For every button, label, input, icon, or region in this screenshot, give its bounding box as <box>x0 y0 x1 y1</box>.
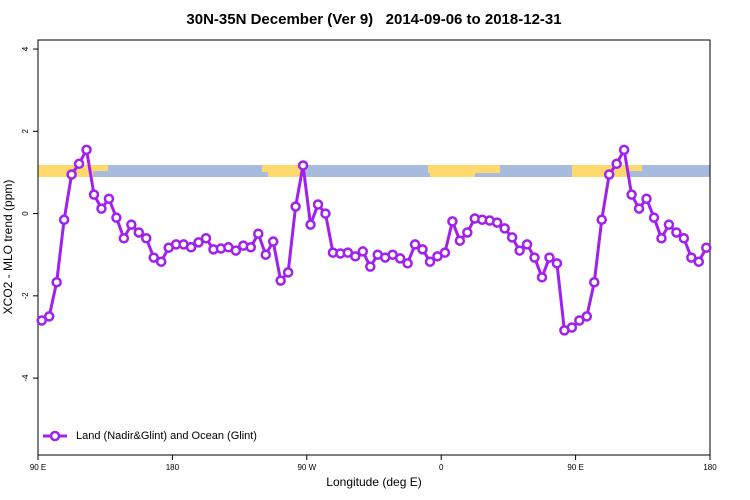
land-band <box>38 165 93 177</box>
data-point <box>51 277 62 288</box>
x-axis-label: Longitude (deg E) <box>326 475 421 489</box>
data-point <box>499 223 510 234</box>
data-point <box>58 214 70 225</box>
data-point <box>424 256 436 267</box>
data-point <box>566 322 578 333</box>
data-point <box>678 232 690 244</box>
data-point <box>111 212 122 223</box>
y-tick-label: -2 <box>21 292 30 300</box>
data-point <box>521 239 533 250</box>
data-point <box>193 237 204 248</box>
data-point <box>185 242 197 253</box>
data-point <box>648 212 660 223</box>
data-point <box>693 256 705 267</box>
data-point <box>66 169 77 180</box>
data-point <box>312 199 324 210</box>
data-point <box>275 275 286 286</box>
data-point <box>96 203 107 214</box>
x-tick-label: 90 E <box>567 463 583 472</box>
data-point <box>297 160 309 171</box>
data-point <box>73 158 85 170</box>
land-band <box>268 165 304 177</box>
legend-label: Land (Nadir&Glint) and Ocean (Glint) <box>76 430 257 442</box>
data-point <box>447 216 458 227</box>
land-band <box>430 165 475 177</box>
data-point <box>141 232 152 244</box>
data-point <box>394 253 406 264</box>
land-band <box>93 165 108 171</box>
data-point <box>260 249 271 260</box>
y-axis-label: XCO2 - MLO trend (ppm) <box>1 180 15 315</box>
data-point <box>462 227 473 238</box>
y-tick-label: 4 <box>21 46 30 51</box>
data-point <box>290 201 301 212</box>
data-point <box>230 245 242 256</box>
y-tick-label: -4 <box>21 374 30 382</box>
data-point <box>514 245 525 256</box>
data-point <box>581 311 593 322</box>
data-point <box>589 277 600 288</box>
data-point <box>641 193 652 205</box>
legend-marker <box>49 430 61 442</box>
data-point <box>267 236 279 247</box>
chart-title: 30N-35N December (Ver 9) 2014-09-06 to 2… <box>186 11 561 28</box>
data-point <box>701 242 712 253</box>
data-point <box>618 144 630 156</box>
x-tick-label: 90 E <box>30 463 46 472</box>
data-point <box>402 258 413 269</box>
data-point <box>551 258 563 269</box>
data-point <box>611 158 622 170</box>
data-point <box>686 252 697 263</box>
y-tick-label: 0 <box>21 211 30 216</box>
data-point <box>603 169 615 180</box>
data-point <box>103 193 115 205</box>
x-tick-label: 0 <box>439 463 444 472</box>
data-point <box>596 214 607 225</box>
data-point <box>126 219 137 230</box>
data-point <box>671 227 682 238</box>
data-point <box>365 261 376 272</box>
data-point <box>529 252 540 263</box>
land-ocean-band <box>38 165 710 177</box>
data-point <box>88 189 100 200</box>
data-point <box>118 232 130 244</box>
data-point <box>454 235 466 246</box>
data-point <box>133 227 145 238</box>
ocean-band <box>38 165 710 177</box>
data-point <box>417 244 428 255</box>
data-point <box>282 267 294 278</box>
data-point <box>81 144 92 156</box>
y-tick-label: 2 <box>21 129 30 134</box>
data-point <box>305 219 316 230</box>
x-tick-label: 180 <box>703 463 717 472</box>
data-point <box>43 311 55 322</box>
data-point <box>633 203 645 214</box>
data-point <box>663 219 675 230</box>
data-point <box>506 232 518 243</box>
data-point <box>656 232 667 244</box>
data-point <box>200 232 212 244</box>
data-point <box>357 246 369 257</box>
x-tick-label: 180 <box>166 463 180 472</box>
data-point <box>491 217 503 228</box>
data-point <box>148 252 159 263</box>
data-point <box>36 315 47 326</box>
land-band <box>627 165 642 171</box>
data-point <box>439 247 451 258</box>
data-point <box>320 208 331 219</box>
x-tick-label: 90 W <box>297 463 316 472</box>
data-point <box>350 251 361 262</box>
data-point <box>544 252 555 263</box>
data-point <box>245 242 257 253</box>
data-point <box>253 228 264 239</box>
data-point <box>536 272 548 283</box>
data-point <box>409 239 421 250</box>
data-point <box>574 315 585 326</box>
data-point <box>626 189 637 200</box>
data-point <box>155 256 167 267</box>
